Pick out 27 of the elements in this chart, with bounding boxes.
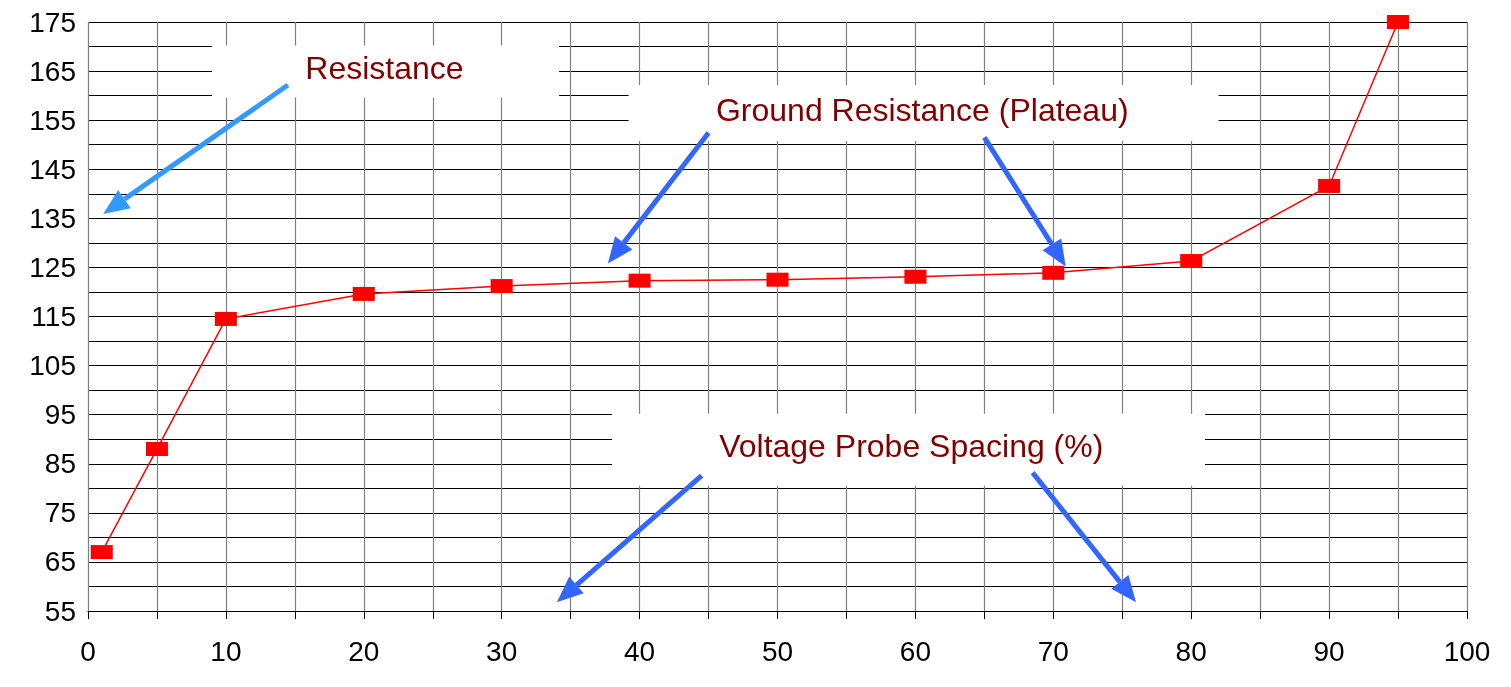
y-tick-label: 85 [44, 448, 76, 480]
y-tick-label: 55 [44, 595, 76, 627]
y-tick-label: 95 [44, 399, 76, 431]
y-tick-label: 125 [29, 251, 76, 283]
x-tick-label: 0 [80, 635, 96, 667]
x-tick-label: 40 [624, 635, 656, 667]
x-tick-label: 30 [486, 635, 518, 667]
y-tick-label: 65 [44, 546, 76, 578]
y-tick-label: 155 [29, 104, 76, 136]
x-tick-label: 90 [1313, 635, 1345, 667]
x-tick-label: 20 [348, 635, 380, 667]
y-tick-label: 75 [44, 497, 76, 529]
x-axis-title: Voltage Probe Spacing (%) [719, 428, 1104, 465]
annotation: Ground Resistance (Plateau) [715, 91, 1129, 128]
x-tick-label: 10 [210, 635, 242, 667]
y-tick-label: 175 [29, 6, 76, 38]
y-tick-label: 145 [29, 153, 76, 185]
y-tick-label: 135 [29, 202, 76, 234]
y-tick-label: 115 [31, 301, 76, 332]
x-tick-label: 100 [1443, 635, 1491, 667]
y-tick-label: 105 [29, 350, 76, 382]
y-axis-title: Resistance [305, 49, 464, 86]
y-tick-label: 165 [29, 55, 76, 87]
x-tick-label: 80 [1175, 635, 1207, 667]
x-tick-label: 60 [899, 635, 931, 667]
x-tick-label: 50 [761, 635, 794, 667]
x-tick-label: 70 [1037, 635, 1069, 667]
